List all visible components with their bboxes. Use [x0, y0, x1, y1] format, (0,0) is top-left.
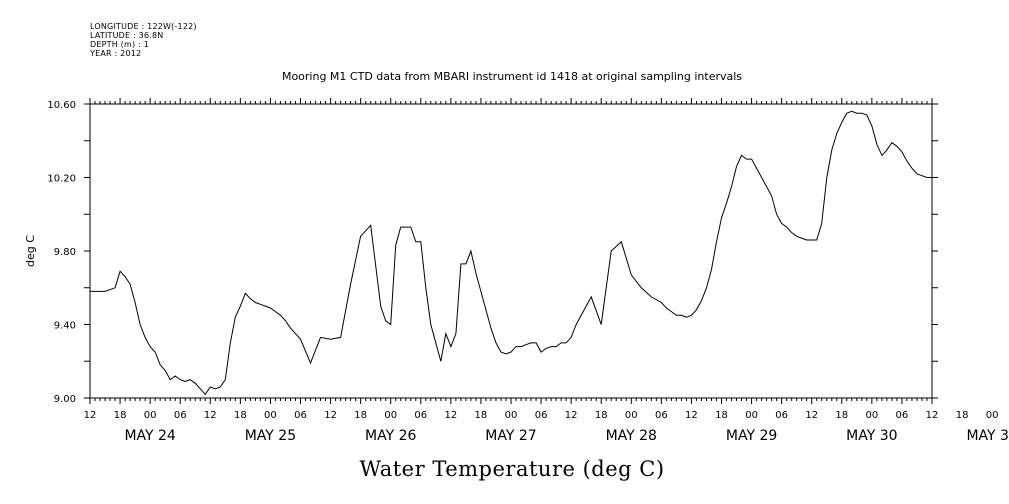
longitude-text: LONGITUDE : 122W(-122): [90, 22, 197, 31]
x-tick-label: 12: [204, 410, 217, 421]
x-tick-label: 18: [956, 410, 969, 421]
x-tick-label: 00: [505, 410, 518, 421]
axes: 12 18 00 06 12 18 00 06 12 18 00 06 12 18 00 06 12 18 00 06…: [47, 98, 1009, 444]
x-tick-label: 06: [535, 410, 548, 421]
x-tick-label: 06: [294, 410, 307, 421]
x-tick-label: 18: [114, 410, 127, 421]
x-tick-label: 18: [354, 410, 367, 421]
chart-title: Mooring M1 CTD data from MBARI instrumen…: [282, 70, 742, 83]
year-text: YEAR : 2012: [90, 49, 142, 58]
temperature-series-line: [90, 110, 932, 396]
x-day-label: MAY 26: [365, 428, 416, 444]
y-tick-label: 9.00: [54, 394, 76, 405]
x-tick-label: 18: [715, 410, 728, 421]
x-tick-label: 12: [926, 410, 939, 421]
x-tick-label: 00: [144, 410, 157, 421]
x-tick-label: 00: [986, 410, 999, 421]
x-tick-label: 12: [565, 410, 578, 421]
latitude-text: LATITUDE : 36.8N: [90, 31, 164, 40]
y-tick-label: 10.60: [47, 100, 76, 111]
x-tick-label: 06: [414, 410, 427, 421]
x-tick-label: 00: [865, 410, 878, 421]
plot-frame: [89, 103, 933, 399]
x-tick-label: 12: [805, 410, 818, 421]
x-tick-label: 06: [775, 410, 788, 421]
x-day-label: MAY 28: [606, 428, 657, 444]
x-tick-label: 12: [444, 410, 457, 421]
x-tick-label: 18: [595, 410, 608, 421]
x-tick-label: 06: [174, 410, 187, 421]
y-tick-label: 9.80: [54, 247, 76, 258]
y-tick-label: 9.40: [54, 321, 76, 332]
x-tick-label: 06: [896, 410, 909, 421]
x-tick-label: 12: [685, 410, 698, 421]
metadata-block: LONGITUDE : 122W(-122) LATITUDE : 36.8N …: [90, 22, 197, 58]
x-tick-label: 00: [264, 410, 277, 421]
x-day-label: MAY 25: [245, 428, 296, 444]
x-day-label: MAY 30: [846, 428, 897, 444]
x-tick-label: 06: [655, 410, 668, 421]
y-axis-label: deg C: [24, 235, 37, 267]
x-tick-label: 00: [384, 410, 397, 421]
x-day-label: MAY 29: [726, 428, 777, 444]
x-tick-label: 18: [234, 410, 247, 421]
y-tick-label: 10.20: [47, 174, 76, 185]
x-tick-label: 18: [835, 410, 848, 421]
depth-text: DEPTH (m) : 1: [90, 40, 149, 49]
x-tick-label: 00: [745, 410, 758, 421]
x-tick-label: 00: [625, 410, 638, 421]
x-day-label: MAY 27: [485, 428, 536, 444]
x-tick-label: 12: [324, 410, 337, 421]
x-day-label: MAY 31: [966, 428, 1009, 444]
x-tick-label: 18: [475, 410, 488, 421]
x-axis-title: Water Temperature (deg C): [359, 457, 664, 481]
x-tick-label: 12: [84, 410, 97, 421]
x-day-label: MAY 24: [124, 428, 175, 444]
